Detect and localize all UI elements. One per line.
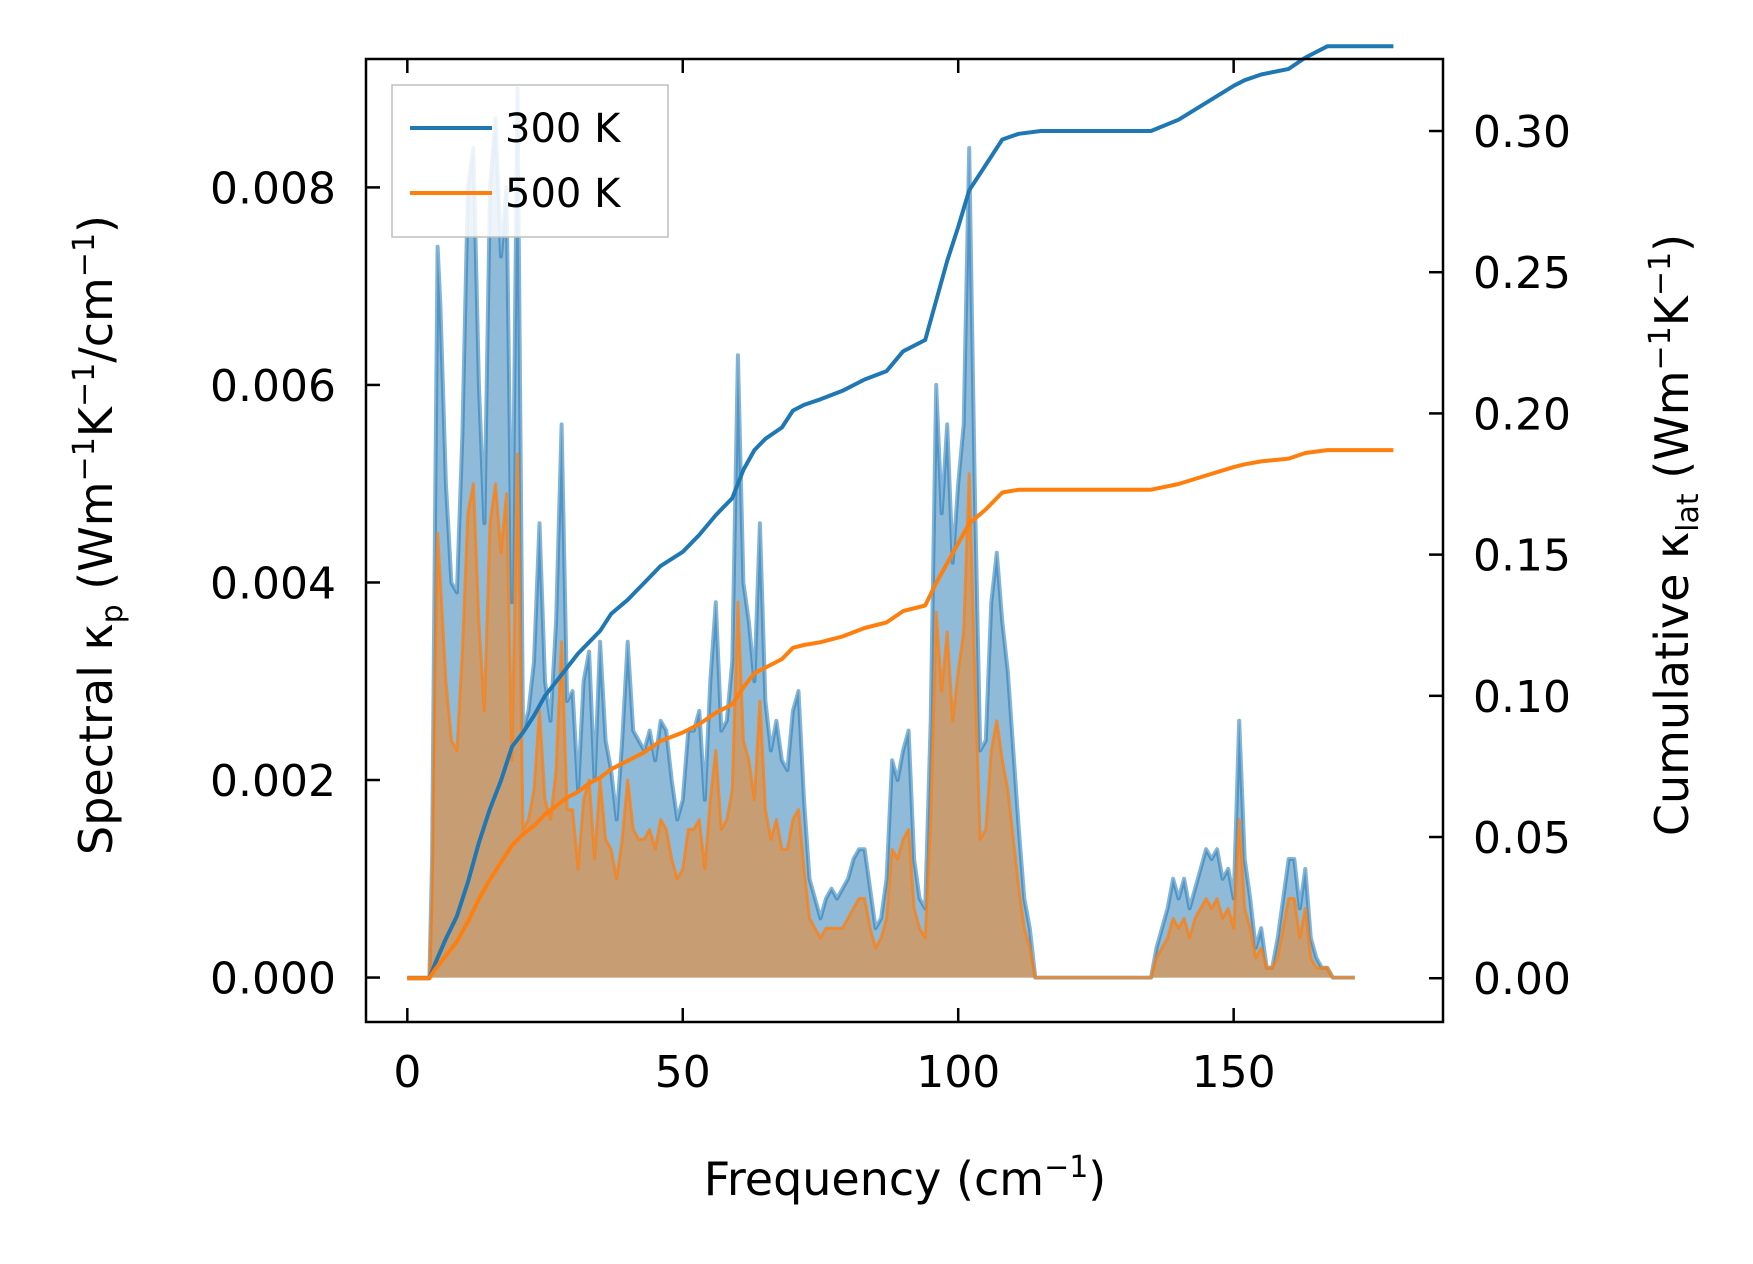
x-tick-label: 0 xyxy=(393,1047,421,1098)
legend-frame xyxy=(391,84,669,238)
axes-layer: 0 50 100 150 0.000 0.002 0.004 0.006 0.008 0.00 0.… xyxy=(210,57,1571,1098)
plot-frame xyxy=(364,57,1445,1024)
legend-label-500K: 500 K xyxy=(505,171,622,217)
y-right-tick-label: 0.00 xyxy=(1473,954,1571,1005)
spectral-fill-layer xyxy=(407,86,1355,980)
cumulative-line-500K xyxy=(407,448,1394,981)
y-right-tick-label: 0.05 xyxy=(1473,813,1571,864)
y-left-tick-label: 0.008 xyxy=(210,163,336,214)
spectral-area-500K xyxy=(407,452,1355,980)
y-right-tick-label: 0.20 xyxy=(1473,389,1571,440)
y-left-tick-label: 0.002 xyxy=(210,756,336,807)
cumulative-line-300K xyxy=(407,44,1394,981)
spectral-area-300K xyxy=(407,86,1355,980)
y-left-tick-label: 0.006 xyxy=(210,361,336,412)
y-right-tick-label: 0.25 xyxy=(1473,248,1571,299)
axis-labels-layer: Frequency (cm−1) Spectral κp (Wm−1K−1/cm… xyxy=(67,215,1706,1206)
y-right-tick-label: 0.10 xyxy=(1473,672,1571,723)
y-right-tick-label: 0.15 xyxy=(1473,531,1571,582)
line-layer xyxy=(407,44,1394,981)
x-tick-label: 100 xyxy=(916,1047,1000,1098)
legend-label-300K: 300 K xyxy=(505,106,622,152)
x-axis-title: Frequency (cm−1) xyxy=(704,1150,1107,1206)
y-left-axis-title: Spectral κp (Wm−1K−1/cm−1) xyxy=(67,215,130,855)
legend: 300 K 500 K xyxy=(391,84,669,238)
y-left-tick-label: 0.000 xyxy=(210,954,336,1005)
x-tick-label: 150 xyxy=(1192,1047,1276,1098)
x-tick-label: 50 xyxy=(655,1047,711,1098)
y-right-axis-title: Cumulative κlat (Wm−1K−1) xyxy=(1643,234,1706,836)
y-left-tick-label: 0.004 xyxy=(210,558,336,609)
y-right-tick-label: 0.30 xyxy=(1473,107,1571,158)
